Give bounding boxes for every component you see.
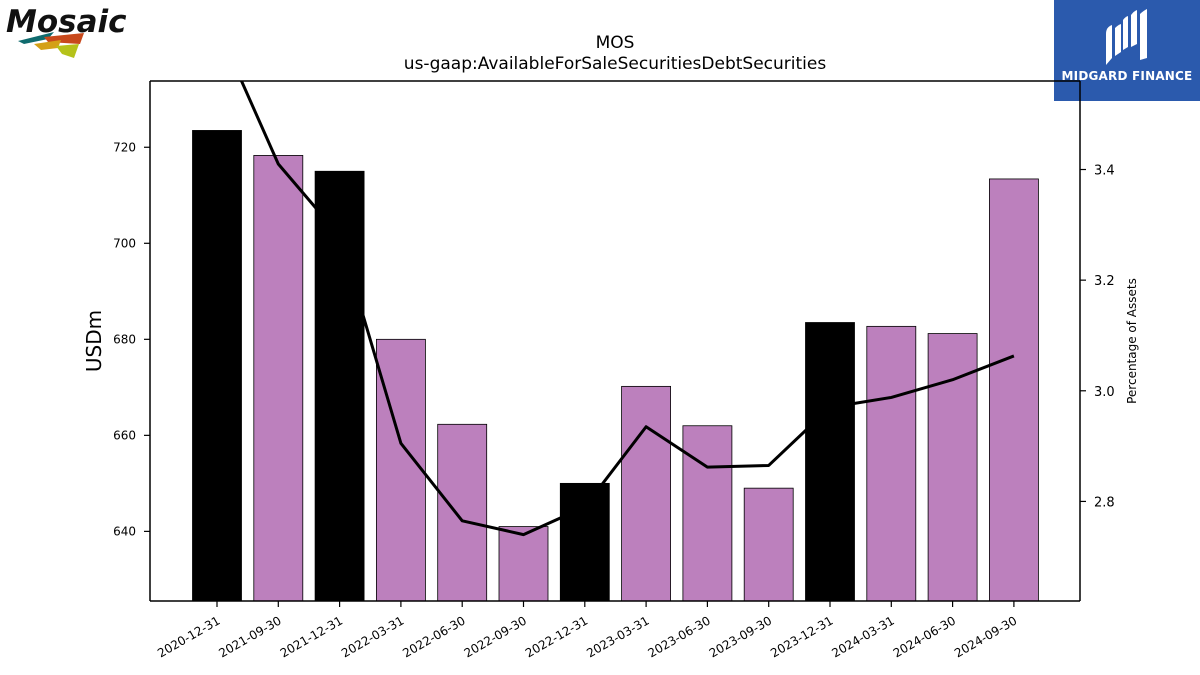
x-tick-label-2023-09-30: 2023-09-30 — [707, 613, 774, 660]
bar-2022-06-30 — [437, 423, 488, 602]
chart-title-block: MOS us-gaap:AvailableForSaleSecuritiesDe… — [150, 33, 1080, 75]
bar-2021-12-31 — [314, 170, 365, 602]
midgard-finance-badge: MIDGARD FINANCE — [1054, 0, 1200, 101]
mosaic-logo-text: Mosaic — [6, 4, 127, 40]
x-tick-label-2022-12-31: 2022-12-31 — [523, 613, 590, 660]
y-tick-label-640: 640 — [113, 524, 136, 538]
x-tick-label-2023-03-31: 2023-03-31 — [584, 613, 651, 660]
bar-2022-12-31 — [559, 482, 610, 602]
y2-tick-label-3.2: 3.2 — [1094, 274, 1115, 289]
bar-2023-12-31 — [805, 322, 855, 602]
x-tick-label-2022-09-30: 2022-09-30 — [462, 613, 529, 660]
chart-title: MOS — [595, 33, 635, 53]
x-tick-label-2021-09-30: 2021-09-30 — [216, 613, 283, 660]
bar-2022-03-31 — [375, 338, 426, 602]
publisher-name: MIDGARD FINANCE — [1061, 69, 1193, 83]
x-tick-label-2023-06-30: 2023-06-30 — [645, 613, 712, 660]
bar-2023-09-30 — [743, 487, 794, 602]
chart-subtitle: us-gaap:AvailableForSaleSecuritiesDebtSe… — [403, 54, 827, 74]
x-tick-label-2024-03-31: 2024-03-31 — [829, 613, 896, 660]
y2-axis-label: Percentage of Assets — [1125, 278, 1139, 404]
y2-tick-label-2.8: 2.8 — [1094, 495, 1115, 510]
y-tick-label-700: 700 — [113, 236, 136, 250]
percentage-of-assets-line — [239, 81, 1015, 537]
x-tick-label-2024-09-30: 2024-09-30 — [952, 613, 1019, 660]
mosaic-logo: Mosaic — [4, 2, 130, 62]
x-tick-label-2020-12-31: 2020-12-31 — [155, 613, 222, 660]
bar-2024-03-31 — [866, 325, 917, 602]
midgard-logo-icon — [1106, 9, 1147, 65]
bar-2023-06-30 — [682, 425, 733, 602]
y-tick-label-720: 720 — [113, 140, 136, 154]
bar-2020-12-31 — [192, 130, 242, 602]
x-tick-label-2024-06-30: 2024-06-30 — [891, 613, 958, 660]
y-tick-label-660: 660 — [113, 428, 136, 442]
y2-tick-label-3.4: 3.4 — [1094, 164, 1115, 179]
bar-2024-09-30 — [989, 178, 1039, 602]
bar-2022-09-30 — [498, 526, 549, 602]
y-axis-label: USDm — [82, 310, 106, 372]
x-tick-label-2021-12-31: 2021-12-31 — [278, 613, 345, 660]
x-tick-label-2022-03-31: 2022-03-31 — [339, 613, 406, 660]
x-tick-label-2022-06-30: 2022-06-30 — [400, 613, 467, 660]
bar-2021-09-30 — [253, 155, 304, 602]
y2-tick-label-3: 3.0 — [1094, 385, 1115, 400]
x-tick-label-2023-12-31: 2023-12-31 — [768, 613, 835, 660]
y-tick-label-680: 680 — [113, 332, 136, 346]
bar-2023-03-31 — [621, 385, 671, 602]
